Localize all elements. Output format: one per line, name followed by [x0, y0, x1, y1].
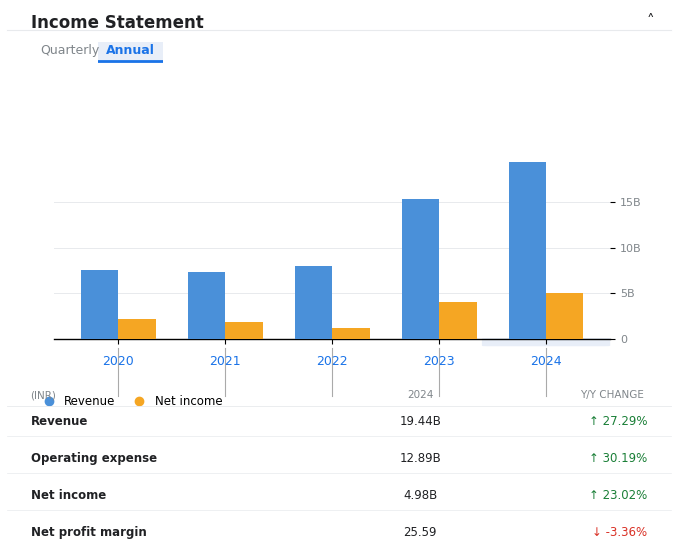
Bar	[188, 272, 225, 339]
Text: ˄: ˄	[647, 14, 654, 28]
Text: Annual: Annual	[106, 44, 155, 57]
Text: Income Statement: Income Statement	[31, 14, 203, 32]
Text: 2023: 2023	[423, 355, 455, 368]
Text: 2022: 2022	[317, 355, 348, 368]
Bar	[508, 162, 546, 339]
Bar	[439, 302, 477, 339]
Text: 2024: 2024	[407, 390, 433, 400]
Bar	[402, 199, 439, 339]
Text: (INR): (INR)	[31, 390, 56, 400]
Text: Net income: Net income	[31, 489, 106, 502]
Bar	[225, 322, 263, 339]
Text: 2020: 2020	[102, 355, 134, 368]
Bar	[546, 293, 584, 339]
Text: ↑ 30.19%: ↑ 30.19%	[589, 452, 647, 465]
Text: 2021: 2021	[210, 355, 241, 368]
Text: Net profit margin: Net profit margin	[31, 526, 146, 539]
Bar	[295, 266, 332, 339]
Text: Quarterly: Quarterly	[41, 44, 100, 57]
Text: 19.44B: 19.44B	[399, 415, 441, 428]
Bar	[119, 318, 156, 339]
Text: Operating expense: Operating expense	[31, 452, 157, 465]
Bar	[332, 328, 370, 339]
Legend: Revenue, Net income: Revenue, Net income	[33, 390, 227, 413]
Text: ↑ 27.29%: ↑ 27.29%	[589, 415, 647, 428]
Bar	[81, 270, 119, 339]
FancyBboxPatch shape	[482, 338, 610, 346]
Text: 4.98B: 4.98B	[403, 489, 437, 502]
Text: ↓ -3.36%: ↓ -3.36%	[593, 526, 647, 539]
Text: Y/Y CHANGE: Y/Y CHANGE	[580, 390, 644, 400]
Text: 2024: 2024	[530, 355, 562, 368]
Text: 25.59: 25.59	[403, 526, 437, 539]
Text: 12.89B: 12.89B	[399, 452, 441, 465]
Text: Revenue: Revenue	[31, 415, 88, 428]
Text: ↑ 23.02%: ↑ 23.02%	[589, 489, 647, 502]
